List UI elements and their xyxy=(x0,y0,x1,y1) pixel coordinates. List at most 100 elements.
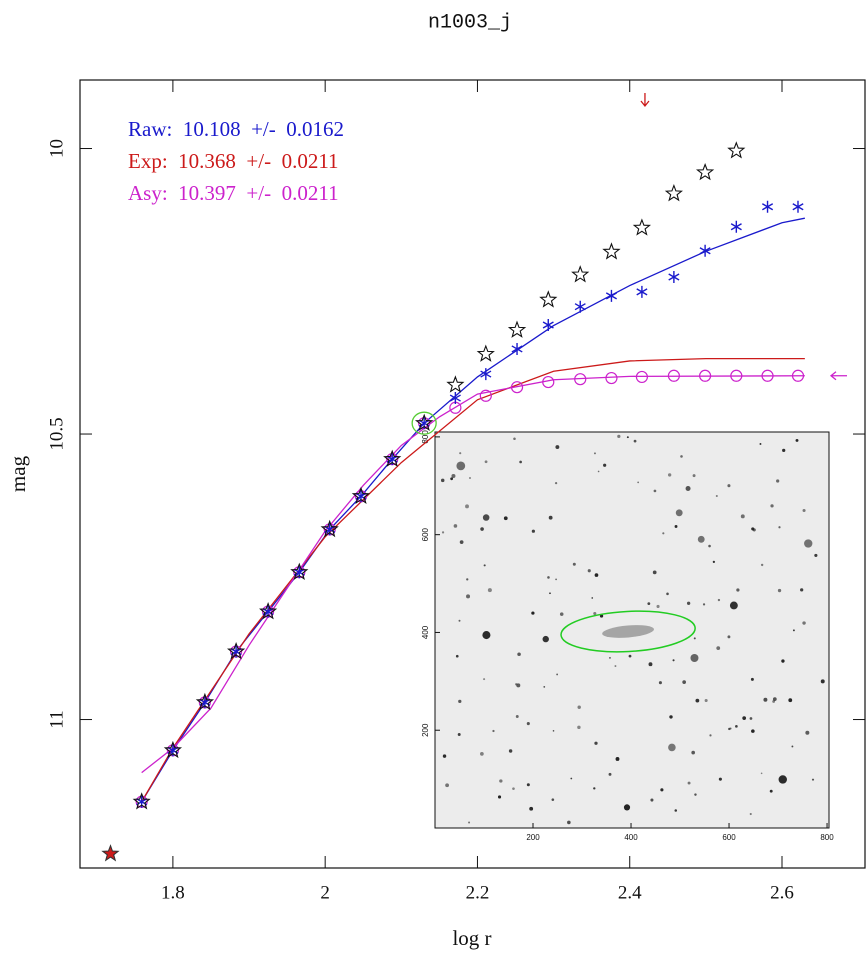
circle-marker xyxy=(542,375,555,389)
circle-marker xyxy=(574,373,587,386)
inset-star xyxy=(674,525,678,528)
inset-x-tick-label: 800 xyxy=(820,833,834,842)
inset-star xyxy=(751,527,755,531)
inset-star xyxy=(751,729,755,733)
inset-star xyxy=(669,715,673,719)
inset-star xyxy=(718,777,722,781)
circle-marker xyxy=(667,369,680,382)
inset-star xyxy=(442,754,447,758)
x-arrow xyxy=(640,93,650,108)
inset-star xyxy=(487,588,492,593)
inset-star xyxy=(716,646,721,650)
inset-star xyxy=(608,772,612,776)
inset-star xyxy=(776,479,780,483)
inset-star xyxy=(650,798,654,802)
inset-star xyxy=(647,602,651,605)
y-tick-label: 10 xyxy=(46,139,67,158)
inset-star xyxy=(623,804,631,811)
inset-star xyxy=(591,597,594,599)
star-marker xyxy=(290,562,309,580)
asterisk-marker xyxy=(792,200,804,213)
inset-star xyxy=(637,481,640,484)
y-axis-label: mag xyxy=(6,455,30,492)
inset-star xyxy=(763,697,768,702)
inset-star xyxy=(451,474,456,479)
star-marker xyxy=(383,449,402,467)
inset-star xyxy=(708,544,711,548)
inset-star xyxy=(483,564,486,567)
inset-star xyxy=(552,730,555,732)
asterisk-marker xyxy=(730,220,742,233)
inset-star xyxy=(577,725,581,730)
star-marker xyxy=(101,844,120,862)
fit-annotation: Asy: 10.397 +/- 0.0211 xyxy=(128,181,339,205)
inset-star xyxy=(691,750,696,755)
inset-star xyxy=(484,460,488,464)
inset-y-tick-label: 600 xyxy=(421,527,430,541)
asterisk-marker xyxy=(668,271,680,283)
inset-star xyxy=(587,569,591,573)
inset-star xyxy=(750,677,754,681)
inset-star xyxy=(548,515,553,520)
asterisk-marker xyxy=(542,318,554,331)
asterisk-marker xyxy=(480,368,492,381)
inset-star xyxy=(680,455,683,458)
inset-y-tick-label: 800 xyxy=(421,430,430,444)
inset-star xyxy=(729,601,738,610)
asterisk-marker xyxy=(605,289,618,302)
inset-star xyxy=(542,635,549,643)
inset-star xyxy=(567,820,571,825)
inset-star xyxy=(617,434,621,439)
inset-star xyxy=(694,793,697,796)
star-marker xyxy=(507,320,527,338)
inset-star xyxy=(456,461,466,471)
inset-star xyxy=(465,504,469,509)
asterisk-marker xyxy=(699,244,711,257)
inset-star xyxy=(615,757,620,761)
inset-star xyxy=(445,783,450,788)
inset-star xyxy=(675,509,683,517)
inset-star xyxy=(458,619,461,622)
inset-star xyxy=(811,778,815,781)
fit-annotation: Raw: 10.108 +/- 0.0162 xyxy=(128,117,344,141)
inset-star xyxy=(666,592,669,596)
inset-star xyxy=(672,659,675,662)
x-tick-label: 2.2 xyxy=(466,882,490,903)
inset-star xyxy=(551,798,555,801)
inset-galaxy xyxy=(602,625,654,638)
inset-x-tick-label: 400 xyxy=(624,833,638,842)
inset-star xyxy=(499,779,503,783)
inset-star xyxy=(749,812,752,816)
circle-marker xyxy=(699,369,712,382)
star-marker xyxy=(664,184,683,202)
y-tick-label: 11 xyxy=(46,710,67,728)
asterisk-marker xyxy=(636,285,648,298)
star-marker xyxy=(226,642,246,660)
inset-star xyxy=(648,662,653,667)
star-marker xyxy=(476,344,495,362)
inset-star xyxy=(778,526,781,529)
inset-star xyxy=(736,588,740,592)
fit-annotation: Exp: 10.368 +/- 0.0211 xyxy=(128,149,339,173)
inset-star xyxy=(772,697,777,701)
inset-star xyxy=(735,724,738,728)
circle-marker xyxy=(761,369,774,382)
inset-star xyxy=(805,730,810,735)
inset-star xyxy=(795,438,799,442)
inset-star xyxy=(526,783,530,787)
circle-marker xyxy=(635,370,649,384)
asterisk-marker xyxy=(511,342,523,355)
inset-star xyxy=(788,698,793,703)
inset-star xyxy=(459,452,462,455)
star-marker xyxy=(602,242,621,260)
inset-star xyxy=(685,486,691,492)
inset-star xyxy=(709,734,712,737)
inset-star xyxy=(760,563,764,567)
inset-star xyxy=(769,789,773,793)
inset-star xyxy=(682,680,686,684)
inset-star xyxy=(658,681,662,685)
inset-star xyxy=(441,531,445,534)
inset-star xyxy=(772,700,776,703)
inset-star xyxy=(759,443,762,445)
